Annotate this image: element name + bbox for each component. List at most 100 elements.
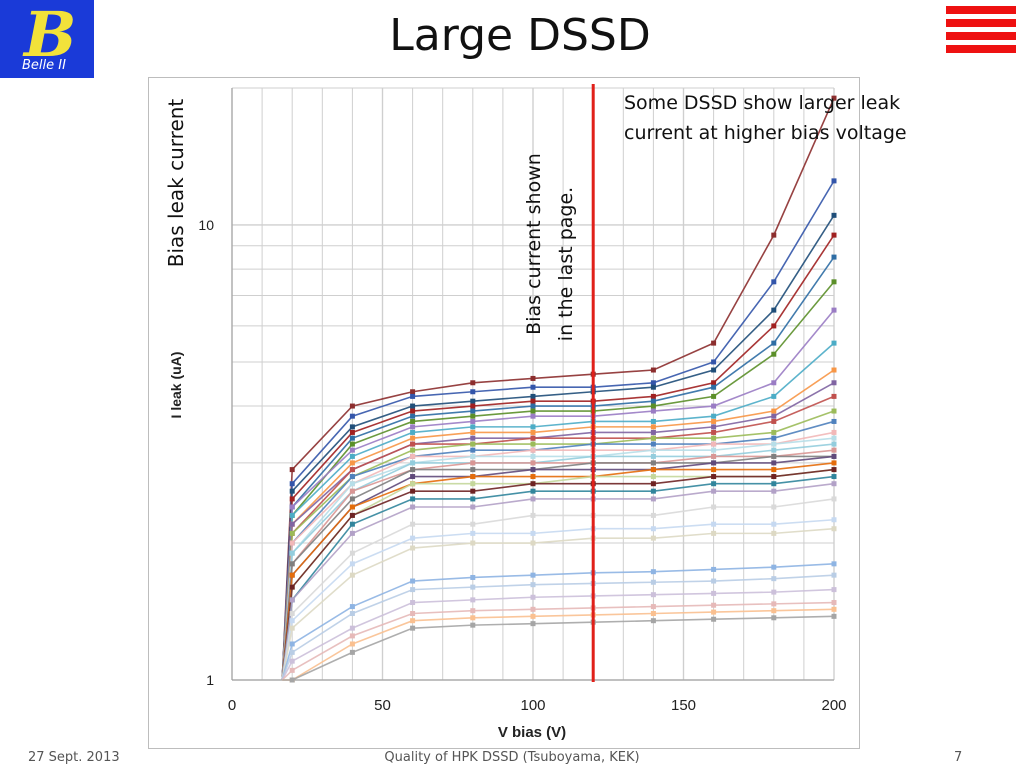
series-point [410, 587, 416, 593]
menu-bar [946, 19, 1016, 27]
series-line [291, 482, 835, 601]
series-point [711, 447, 717, 453]
series-point [530, 488, 536, 494]
series-point [831, 474, 837, 480]
series-point [289, 625, 295, 631]
series-point [410, 535, 416, 541]
series-point [650, 467, 656, 473]
series-point [410, 625, 416, 631]
series-point [410, 424, 416, 430]
callout-line2: current at higher bias voltage [624, 122, 907, 144]
series [282, 613, 837, 683]
series-point [831, 232, 837, 238]
series-point [650, 367, 656, 373]
series-point [711, 467, 717, 473]
series-point [831, 393, 837, 399]
series-point [530, 398, 536, 404]
series [281, 572, 837, 681]
series-point [650, 604, 656, 610]
series-point [711, 418, 717, 424]
series-point [650, 441, 656, 447]
series-point [349, 512, 355, 518]
series-point [650, 579, 656, 585]
series-point [831, 496, 837, 502]
series-point [771, 453, 777, 459]
series-point [530, 606, 536, 612]
series-point [650, 526, 656, 532]
series-point [650, 535, 656, 541]
series-point [771, 351, 777, 357]
series-point [349, 641, 355, 647]
series-point [349, 649, 355, 655]
series-point [470, 474, 476, 480]
y-tick-label: 10 [198, 217, 214, 233]
series-point [771, 530, 777, 536]
series-point [289, 667, 295, 673]
series-point [831, 418, 837, 424]
series-point [410, 447, 416, 453]
series-point [410, 389, 416, 395]
series-point [650, 488, 656, 494]
series-line [291, 410, 835, 534]
series-line [291, 518, 835, 622]
series-point [470, 496, 476, 502]
series-point [470, 521, 476, 527]
series-point [349, 403, 355, 409]
series-point [349, 467, 355, 473]
series-point [530, 540, 536, 546]
series-point [771, 413, 777, 419]
series-point [410, 441, 416, 447]
series-point [410, 408, 416, 414]
series-point [831, 481, 837, 487]
series-point [711, 616, 717, 622]
series-line [291, 437, 835, 554]
series-point [711, 481, 717, 487]
series-point [771, 481, 777, 487]
series-point [470, 453, 476, 459]
series-point [470, 389, 476, 395]
series-point [711, 530, 717, 536]
series-point [711, 429, 717, 435]
series-point [650, 569, 656, 575]
series [281, 307, 837, 681]
series-point [650, 380, 656, 386]
series-point [530, 393, 536, 399]
series-point [470, 574, 476, 580]
series-point [470, 530, 476, 536]
series-point [771, 340, 777, 346]
series-point [410, 435, 416, 441]
series-point [530, 481, 536, 487]
series-line [291, 214, 835, 492]
series-line [291, 601, 835, 672]
series-line [291, 281, 835, 516]
slide-title: Large DSSD [389, 10, 651, 61]
series-line [291, 527, 835, 629]
series-point [530, 408, 536, 414]
series-point [410, 474, 416, 480]
series-point [650, 474, 656, 480]
series-point [831, 517, 837, 523]
menu-bar [946, 6, 1016, 14]
series-point [349, 561, 355, 567]
series-point [711, 435, 717, 441]
series-point [771, 564, 777, 570]
series-point [289, 550, 295, 556]
series-line [291, 97, 835, 471]
series-point [711, 590, 717, 596]
series-point [771, 474, 777, 480]
series-point [289, 677, 295, 683]
series-line [291, 615, 835, 681]
series-point [530, 447, 536, 453]
series-point [410, 578, 416, 584]
series-point [470, 408, 476, 414]
series-line [291, 420, 835, 544]
series-rise [281, 660, 293, 681]
series-line [291, 449, 835, 565]
series-point [831, 613, 837, 619]
series-point [289, 496, 295, 502]
series-point [711, 340, 717, 346]
series-point [470, 622, 476, 628]
series-point [711, 403, 717, 409]
series-line [291, 563, 835, 645]
series-point [530, 621, 536, 627]
